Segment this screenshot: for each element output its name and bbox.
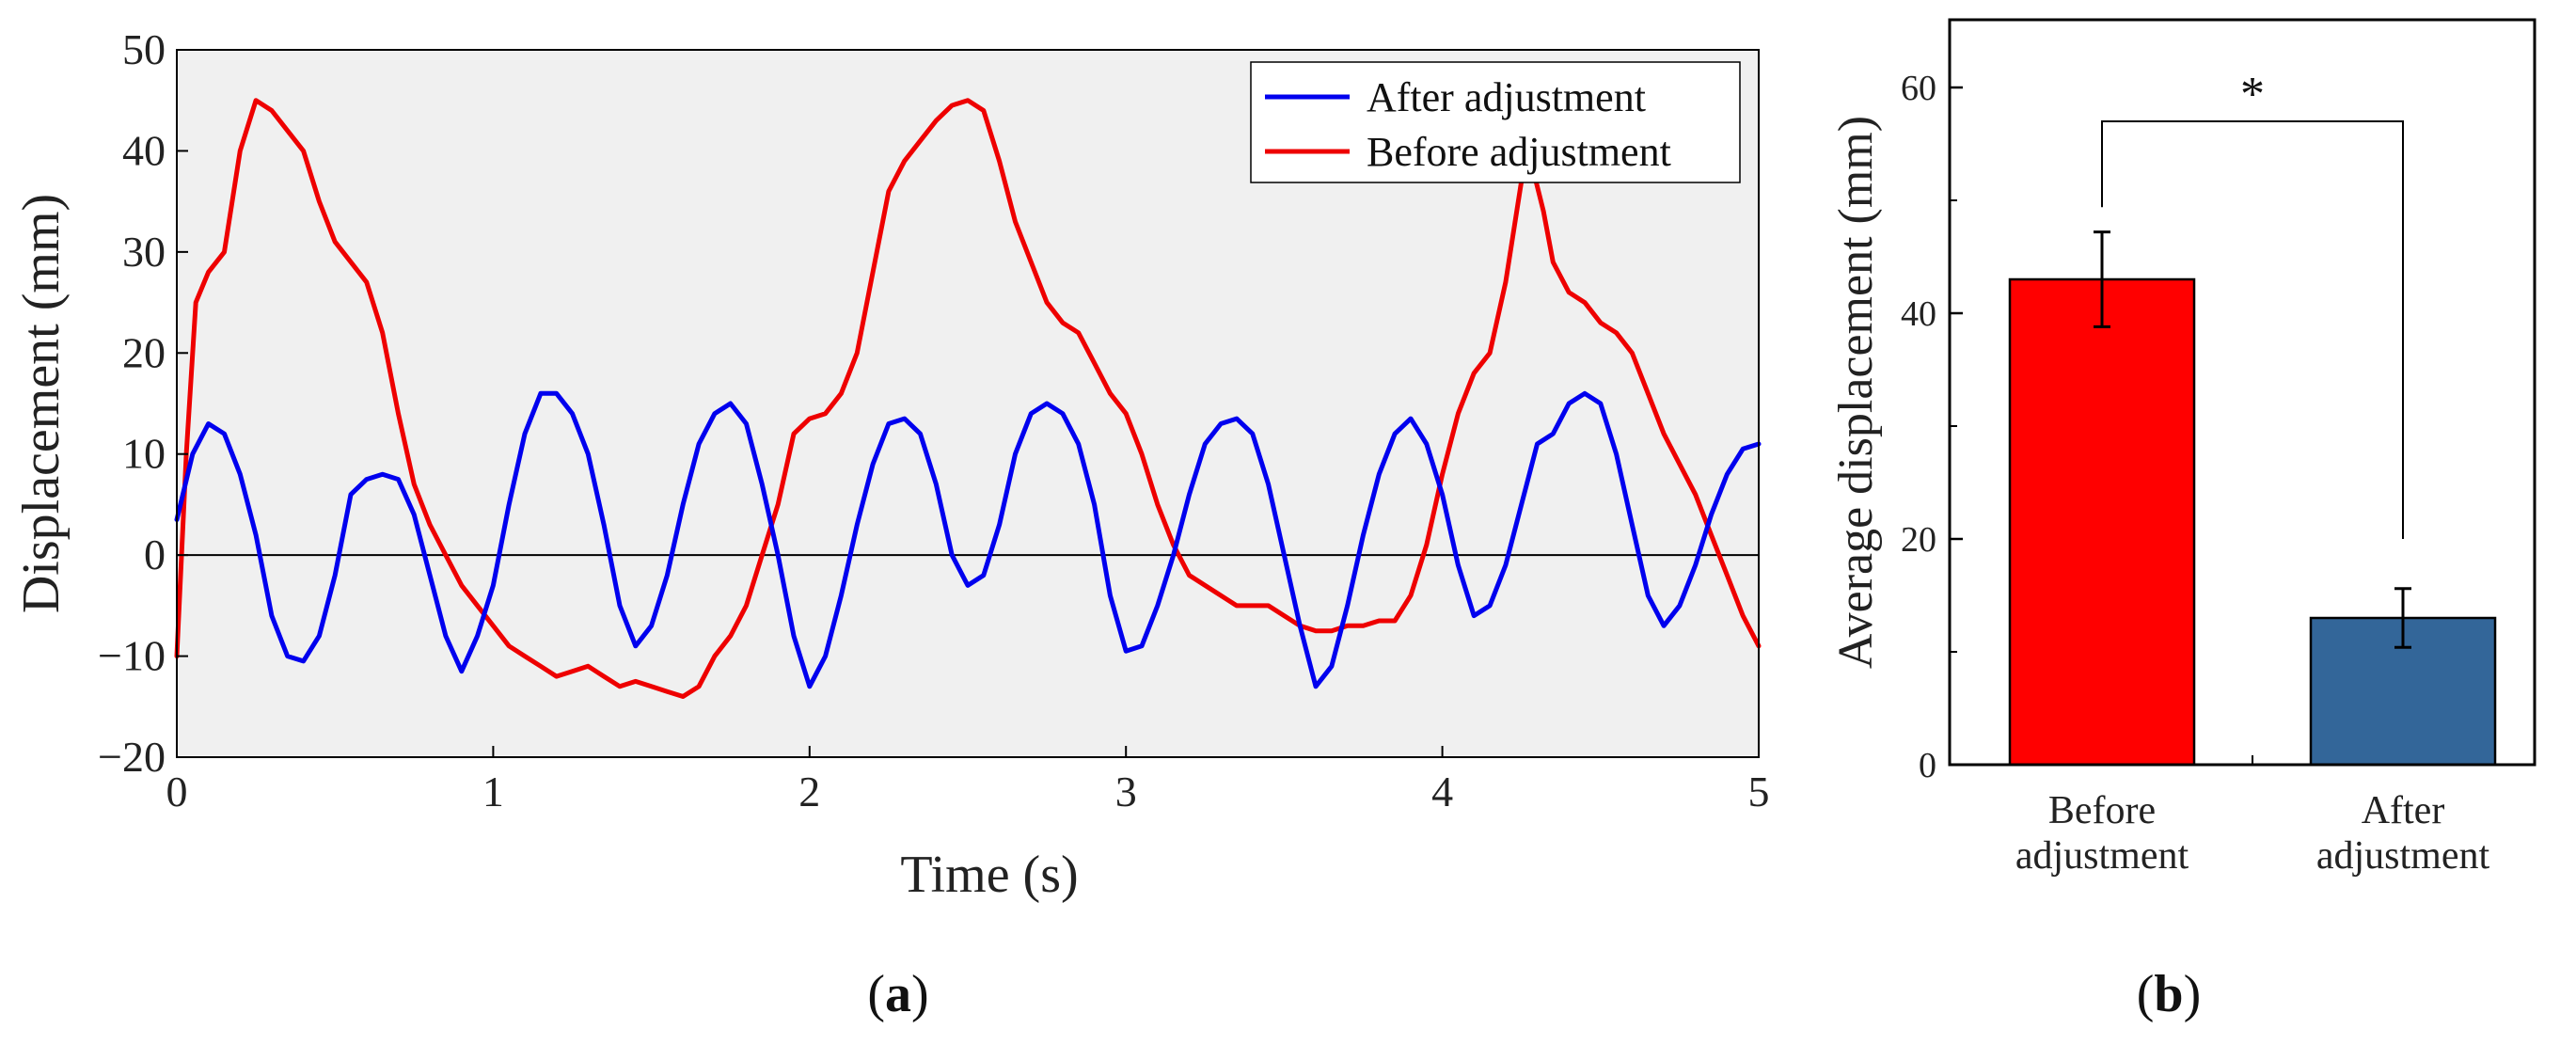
y-tick-label: 40: [122, 126, 166, 174]
y-axis-label-a: Displacement (mm): [12, 194, 71, 613]
series-line-before-adjustment: [174, 98, 1762, 699]
y-tick-label-b: 60: [1901, 69, 1936, 108]
plot-frame-a: [176, 49, 1760, 758]
y-tick-label: 30: [122, 228, 166, 276]
series-layer-a: [174, 98, 1762, 699]
y-axis-label-b: Average displacement (mm): [1829, 116, 1883, 669]
panel-a-line-chart: 0 1 2 3 4 5 −20 −10 0 10 20 30 40 50 After adjustment…: [12, 25, 1770, 1023]
panel-label-a: (a): [867, 965, 928, 1023]
y-tick-label-b: 20: [1901, 520, 1936, 560]
x-tick-label: 4: [1431, 768, 1453, 815]
y-tick-label: 0: [144, 530, 166, 578]
legend-a: After adjustment Before adjustment: [1250, 61, 1741, 183]
legend-label-before-adjustment: Before adjustment: [1367, 129, 1671, 175]
x-tick-label: 3: [1115, 768, 1137, 815]
legend-box: [1250, 61, 1741, 183]
ticks-b: 0 20 40 60: [1901, 69, 2253, 785]
y-tick-label: −10: [98, 632, 166, 680]
bracket-line: [2101, 120, 2404, 539]
x-tick-label: 1: [482, 768, 504, 815]
series-line-after-adjustment: [174, 390, 1762, 689]
y-tick-label: −20: [98, 733, 166, 781]
category-label: After adjustment: [2316, 789, 2490, 878]
bars-layer-b: Before adjustment After adjustment: [2008, 230, 2497, 878]
y-tick-label: 20: [122, 328, 166, 376]
x-tick-label: 0: [166, 768, 188, 815]
bar-before-adjustment: [2008, 277, 2196, 767]
panel-letter-b: b: [2154, 965, 2183, 1023]
significance-bracket: *: [2101, 68, 2404, 539]
x-tick-label: 2: [798, 768, 820, 815]
category-label: Before adjustment: [2015, 789, 2189, 878]
panel-label-b: (b): [2137, 965, 2201, 1023]
ticks-a: 0 1 2 3 4 5 −20 −10 0 10 20 30 40 50: [98, 25, 1769, 815]
panel-letter-a: a: [885, 965, 911, 1023]
y-tick-label: 50: [122, 25, 166, 73]
legend-label-after-adjustment: After adjustment: [1367, 74, 1646, 120]
y-tick-label: 10: [122, 430, 166, 478]
y-tick-label-b: 0: [1919, 746, 1936, 785]
plot-frame-b: [1948, 18, 2536, 767]
x-tick-label: 5: [1748, 768, 1770, 815]
y-tick-label-b: 40: [1901, 294, 1936, 334]
significance-star: *: [2240, 68, 2265, 121]
x-axis-label-a: Time (s): [900, 846, 1078, 904]
